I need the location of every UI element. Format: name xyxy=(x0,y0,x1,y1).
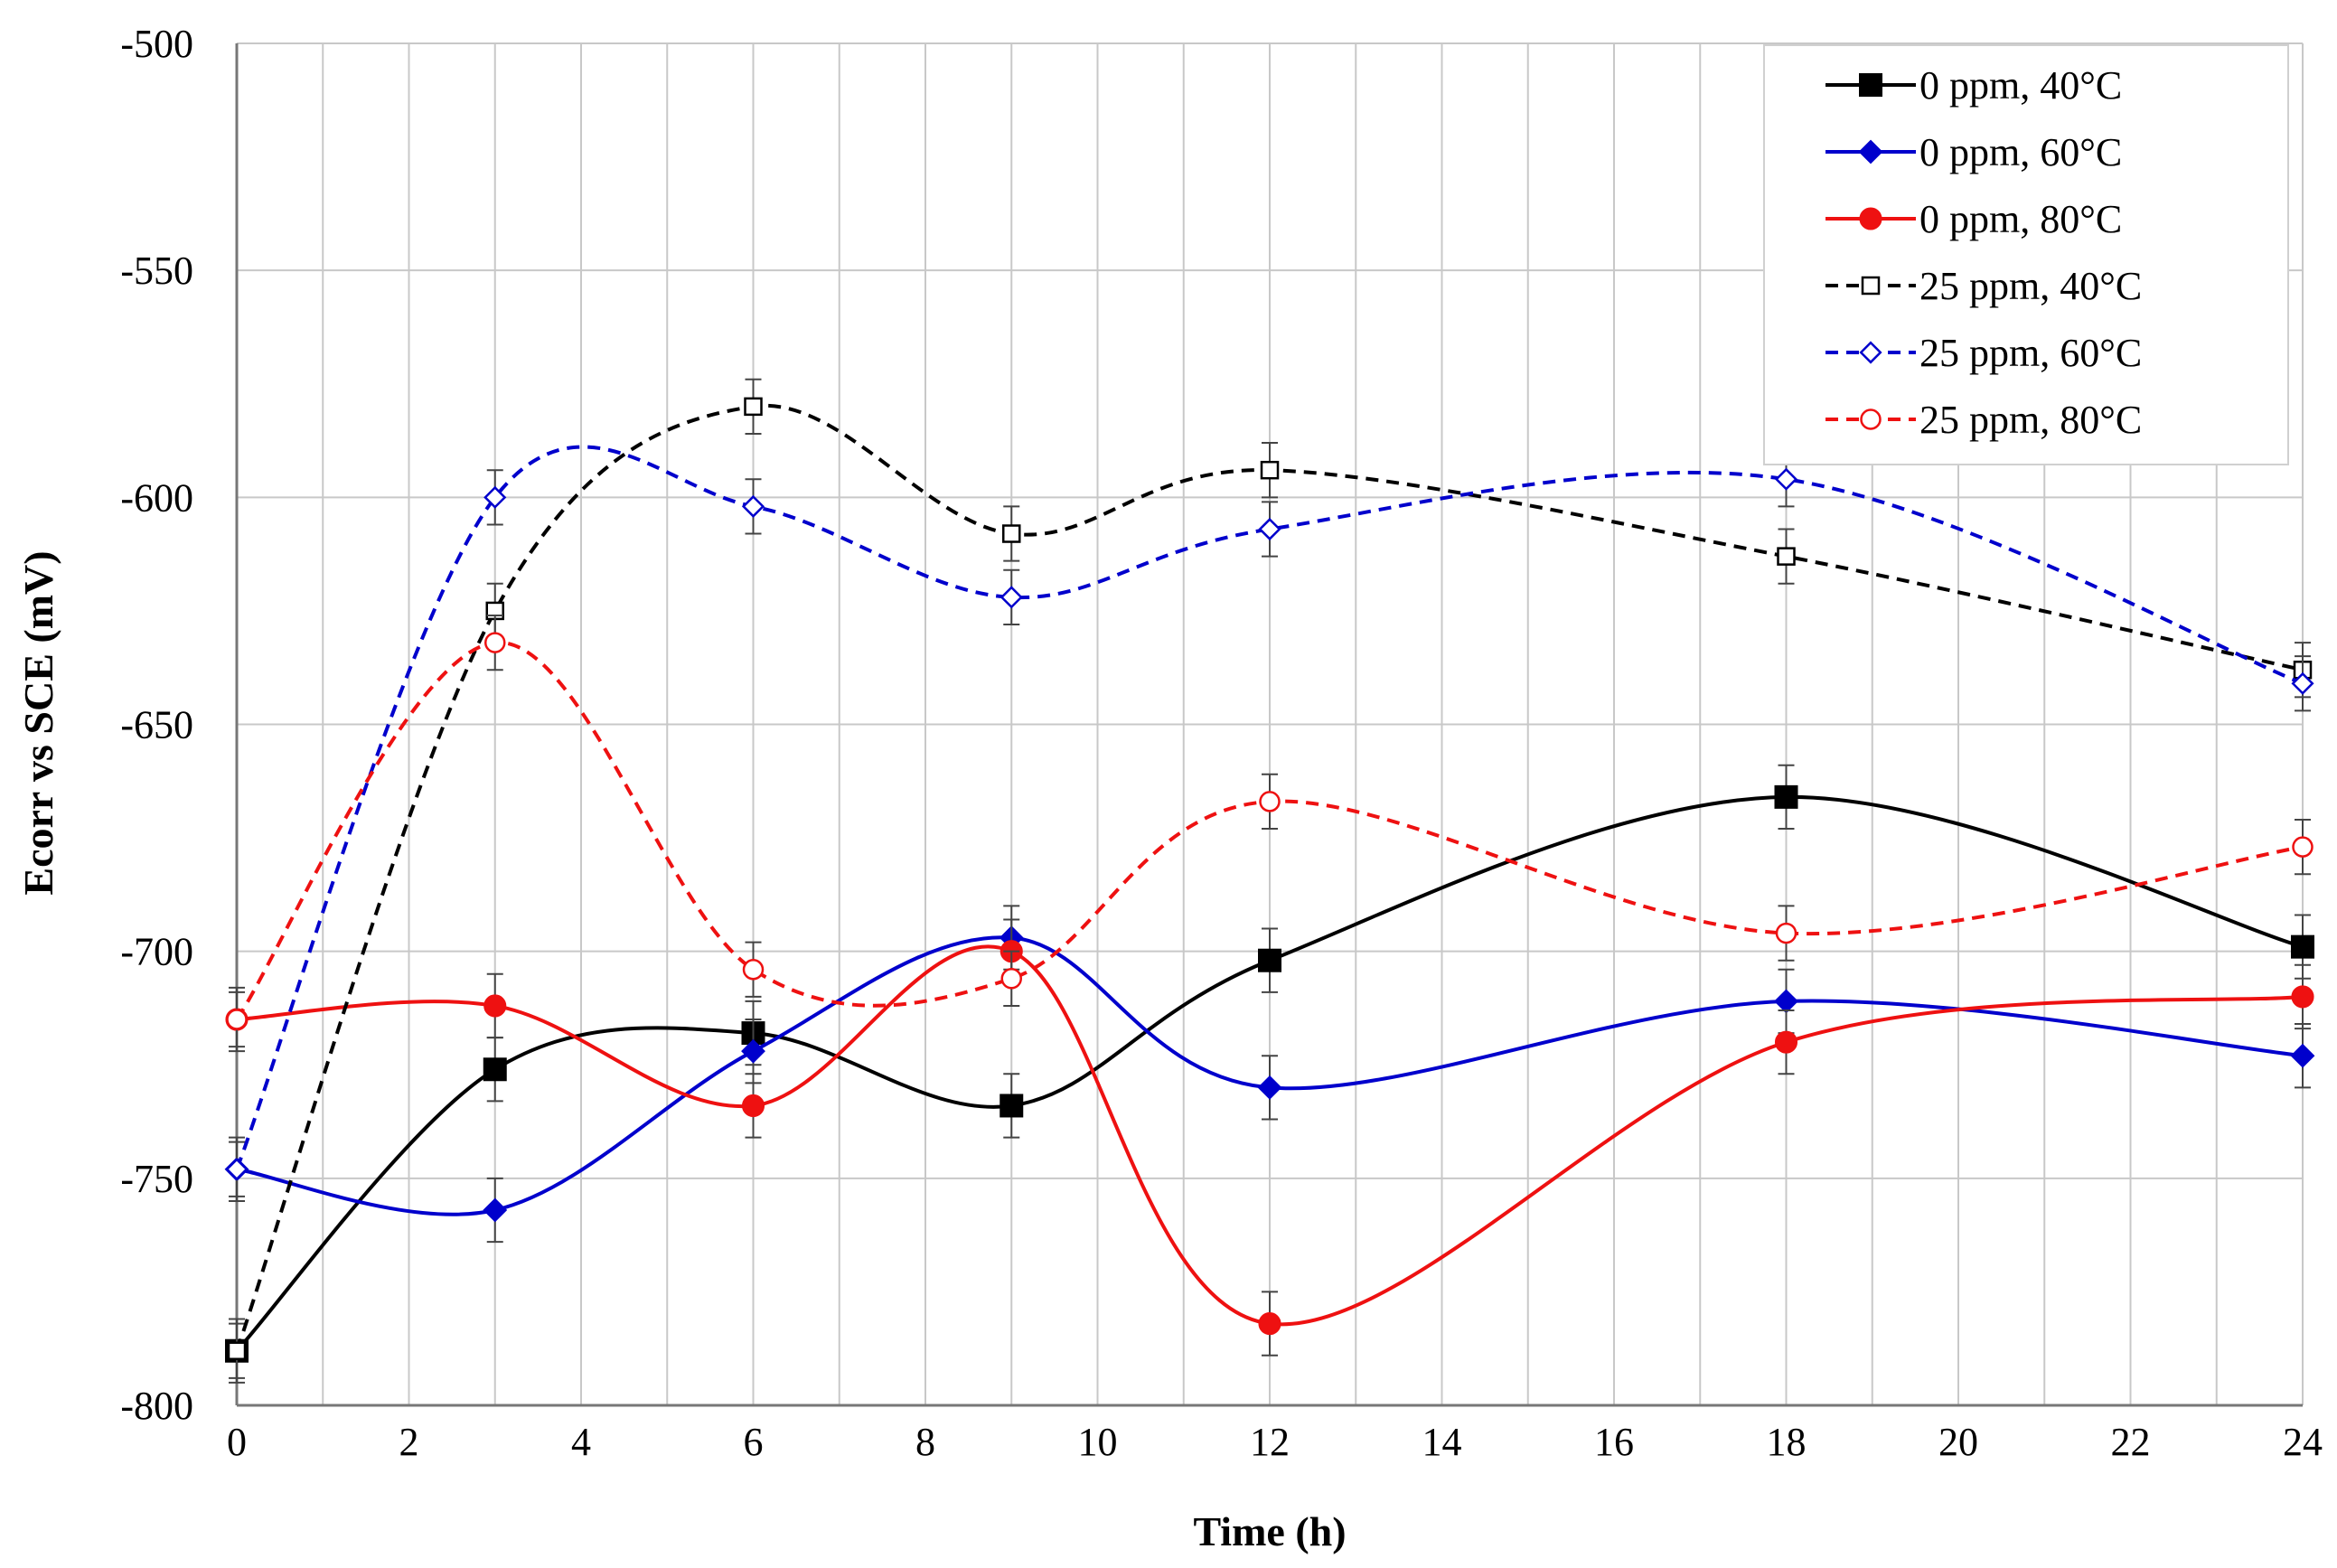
grid xyxy=(236,42,2304,1406)
x-tick-label: 24 xyxy=(2283,1420,2323,1464)
x-tick-label: 6 xyxy=(744,1420,764,1464)
legend-entry: 25 ppm, 40°C xyxy=(1825,264,2142,308)
data-point xyxy=(2292,836,2314,858)
data-point xyxy=(483,1197,508,1223)
data-point xyxy=(1774,784,1798,809)
x-tick-label: 16 xyxy=(1594,1420,1634,1464)
y-tick-label: -550 xyxy=(120,249,193,293)
legend-entry: 0 ppm, 40°C xyxy=(1825,63,2122,108)
y-axis-title: Ecorr vs SCE (mV) xyxy=(15,550,61,895)
legend-marker xyxy=(1860,408,1882,430)
tick-labels: 0 2 4 6 8 10 12 14 16 18 20 22 24-500-550-600-650-70… xyxy=(120,22,2323,1464)
data-point xyxy=(1000,586,1023,609)
legend-label: 25 ppm, 40°C xyxy=(1919,264,2142,308)
data-point xyxy=(741,1038,765,1064)
x-tick-label: 2 xyxy=(399,1420,419,1464)
data-point xyxy=(741,1094,765,1118)
data-point xyxy=(226,1009,248,1030)
data-point xyxy=(1774,467,1798,491)
y-tick-label: -500 xyxy=(120,22,193,66)
x-tick-label: 14 xyxy=(1422,1420,1462,1464)
series-4 xyxy=(225,445,2314,1197)
data-point xyxy=(225,1158,249,1181)
y-tick-label: -800 xyxy=(120,1384,193,1428)
data-point xyxy=(741,494,765,518)
series-line xyxy=(235,445,2304,1170)
legend-marker xyxy=(1859,341,1882,364)
x-tick-label: 10 xyxy=(1078,1420,1118,1464)
series-line xyxy=(236,935,2304,1216)
y-tick-label: -600 xyxy=(120,475,193,520)
legend-label: 0 ppm, 40°C xyxy=(1919,63,2122,108)
data-point xyxy=(1258,517,1281,541)
legend-entry: 0 ppm, 80°C xyxy=(1825,197,2122,241)
legend-label: 0 ppm, 80°C xyxy=(1919,197,2122,241)
legend-marker xyxy=(1861,276,1881,296)
data-point xyxy=(1775,922,1797,944)
legend-label: 25 ppm, 80°C xyxy=(1919,398,2142,442)
y-tick-label: -700 xyxy=(120,930,193,974)
legend-entry: 0 ppm, 60°C xyxy=(1825,130,2122,174)
x-tick-label: 0 xyxy=(227,1420,247,1464)
legend-box xyxy=(1763,44,2289,465)
series xyxy=(224,378,2315,1384)
data-point xyxy=(1002,524,1021,543)
data-point xyxy=(483,485,507,509)
data-point xyxy=(1259,791,1281,812)
data-point xyxy=(483,1057,507,1082)
data-point xyxy=(1000,968,1022,990)
data-point xyxy=(227,1341,247,1360)
data-point xyxy=(483,994,507,1018)
x-tick-label: 8 xyxy=(915,1420,935,1464)
data-point xyxy=(484,632,506,653)
data-point xyxy=(1774,989,1798,1014)
x-tick-label: 12 xyxy=(1250,1420,1290,1464)
y-tick-label: -650 xyxy=(120,703,193,747)
legend: 0 ppm, 40°C 0 ppm, 60°C 0 ppm, 80°C 25 ppm,… xyxy=(1763,44,2289,465)
data-point xyxy=(744,397,763,417)
legend-label: 0 ppm, 60°C xyxy=(1919,130,2122,174)
data-point xyxy=(2291,934,2314,959)
data-point xyxy=(1000,1094,1024,1118)
x-tick-label: 4 xyxy=(571,1420,591,1464)
data-point xyxy=(1258,948,1281,972)
series-5 xyxy=(226,614,2314,1048)
data-point xyxy=(1260,460,1280,480)
legend-marker xyxy=(1859,73,1882,97)
x-tick-label: 18 xyxy=(1767,1420,1807,1464)
legend-marker xyxy=(1858,139,1883,164)
legend-entry: 25 ppm, 80°C xyxy=(1825,398,2142,442)
data-point xyxy=(1774,1030,1798,1054)
data-point xyxy=(742,959,765,981)
x-tick-label: 20 xyxy=(1938,1420,1978,1464)
data-point xyxy=(1258,1312,1281,1336)
data-point xyxy=(2291,671,2314,695)
data-point xyxy=(2290,1043,2315,1068)
y-tick-label: -750 xyxy=(120,1157,193,1201)
data-point xyxy=(1777,547,1796,566)
series-line xyxy=(236,944,2304,1327)
legend-entry: 25 ppm, 60°C xyxy=(1825,331,2142,375)
legend-marker xyxy=(1859,207,1882,230)
data-point xyxy=(1257,1075,1282,1100)
legend-label: 25 ppm, 60°C xyxy=(1919,331,2142,375)
x-axis-title: Time (h) xyxy=(1193,1508,1346,1554)
x-tick-label: 22 xyxy=(2111,1420,2151,1464)
data-point xyxy=(2291,985,2314,1009)
